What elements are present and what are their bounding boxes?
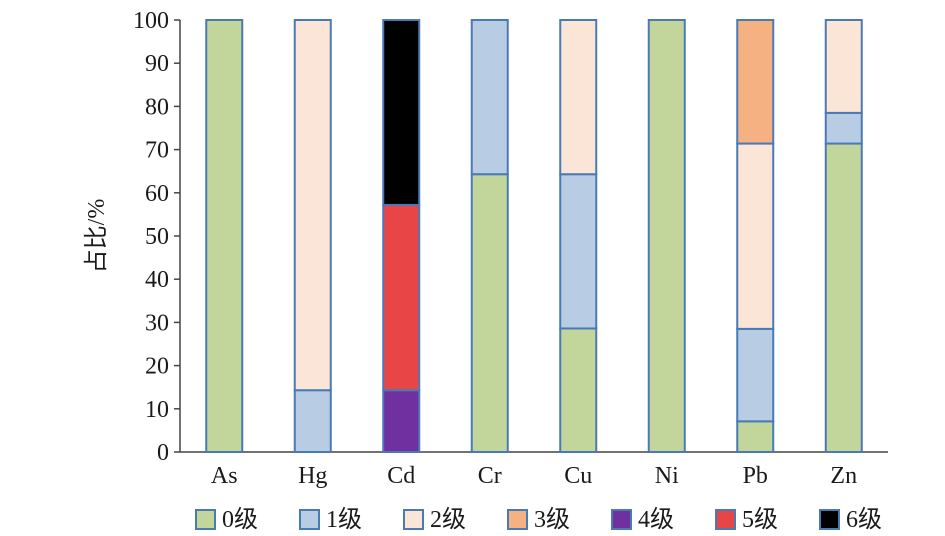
legend-swatch (507, 509, 528, 530)
legend-swatch (403, 509, 424, 530)
bar-segment (382, 203, 421, 392)
bar-segment (382, 19, 421, 206)
bar-segment (205, 19, 244, 453)
legend-label: 0级 (222, 506, 258, 533)
x-category-label: As (211, 463, 238, 489)
axes (179, 20, 888, 453)
x-category-label: Ni (655, 463, 679, 489)
y-ticks: 0 10 20 30 40 50 60 70 80 90 100 (133, 8, 180, 466)
legend-label: 5级 (742, 506, 778, 533)
bar-segment (293, 389, 332, 453)
y-tick-label: 70 (145, 138, 169, 164)
bar-segment (293, 19, 332, 392)
bar-segment (647, 19, 686, 453)
y-tick-label: 80 (145, 94, 169, 120)
bar-segment (470, 173, 509, 453)
x-category-label: Hg (298, 463, 327, 489)
y-tick-label: 60 (145, 181, 169, 207)
y-tick-label: 0 (157, 440, 169, 466)
bar-segment (736, 19, 775, 145)
y-axis-title: 占比/% (83, 199, 110, 274)
x-category-labels: As Hg Cd Cr Cu Ni Pb Zn (211, 463, 857, 489)
legend-label: 6级 (846, 506, 882, 533)
legend-label: 2级 (430, 506, 466, 533)
legend: 0级 1级 2级 3级 4级 5级 6级 (195, 506, 882, 533)
bar-segment (824, 142, 863, 453)
y-tick-label: 100 (133, 8, 169, 34)
legend-swatch (195, 509, 216, 530)
y-tick-label: 90 (145, 51, 169, 77)
bar-segment (824, 111, 863, 145)
y-tick-label: 10 (145, 397, 169, 423)
x-category-label: Cr (478, 463, 502, 489)
x-category-label: Zn (830, 463, 857, 489)
y-tick-label: 30 (145, 310, 169, 336)
bar-segment (824, 19, 863, 114)
y-tick-label: 20 (145, 354, 169, 380)
legend-swatch (715, 509, 736, 530)
y-tick-label: 40 (145, 267, 169, 293)
x-category-label: Pb (743, 463, 768, 489)
x-category-label: Cu (564, 463, 592, 489)
x-category-label: Cd (387, 463, 415, 489)
bar-segment (559, 327, 598, 453)
bar-segment (736, 142, 775, 330)
legend-label: 4级 (638, 506, 674, 533)
bar-segment (559, 173, 598, 330)
bar-segment (736, 327, 775, 423)
y-tick-label: 50 (145, 224, 169, 250)
legend-swatch (611, 509, 632, 530)
legend-swatch (819, 509, 840, 530)
legend-swatch (299, 509, 320, 530)
legend-label: 3级 (534, 506, 570, 533)
bar-segment (559, 19, 598, 176)
bar-segment (736, 420, 775, 454)
bar-segment (382, 389, 421, 453)
legend-label: 1级 (326, 506, 362, 533)
bars (205, 19, 863, 454)
bar-segment (470, 19, 509, 176)
